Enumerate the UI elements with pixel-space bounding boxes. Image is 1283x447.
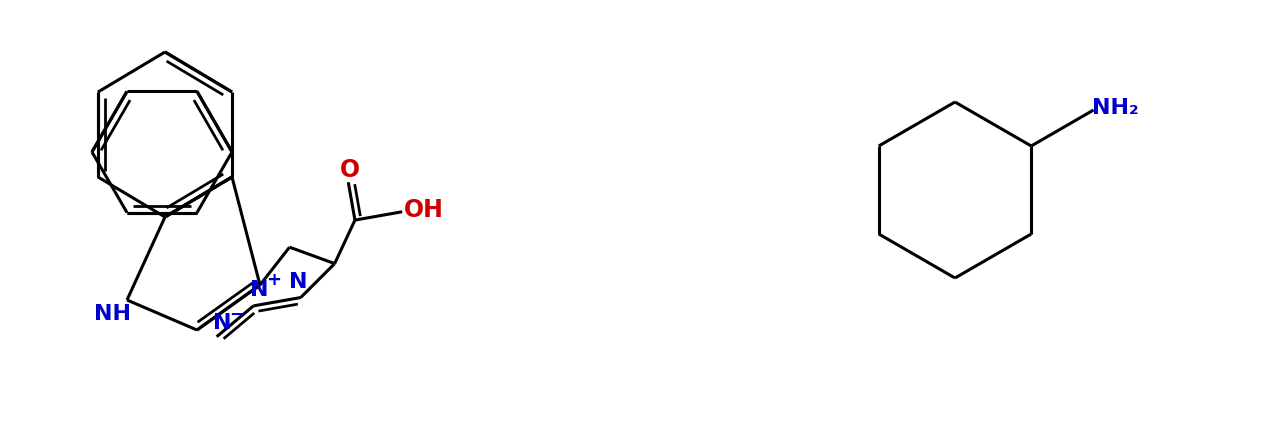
Text: −: − xyxy=(230,306,244,324)
Text: N: N xyxy=(213,313,232,333)
Text: OH: OH xyxy=(404,198,444,222)
Text: NH: NH xyxy=(95,304,131,324)
Text: +: + xyxy=(266,271,281,289)
Text: NH₂: NH₂ xyxy=(1092,98,1139,118)
Text: O: O xyxy=(340,158,361,182)
Text: N: N xyxy=(290,271,308,291)
Text: N: N xyxy=(250,280,268,300)
